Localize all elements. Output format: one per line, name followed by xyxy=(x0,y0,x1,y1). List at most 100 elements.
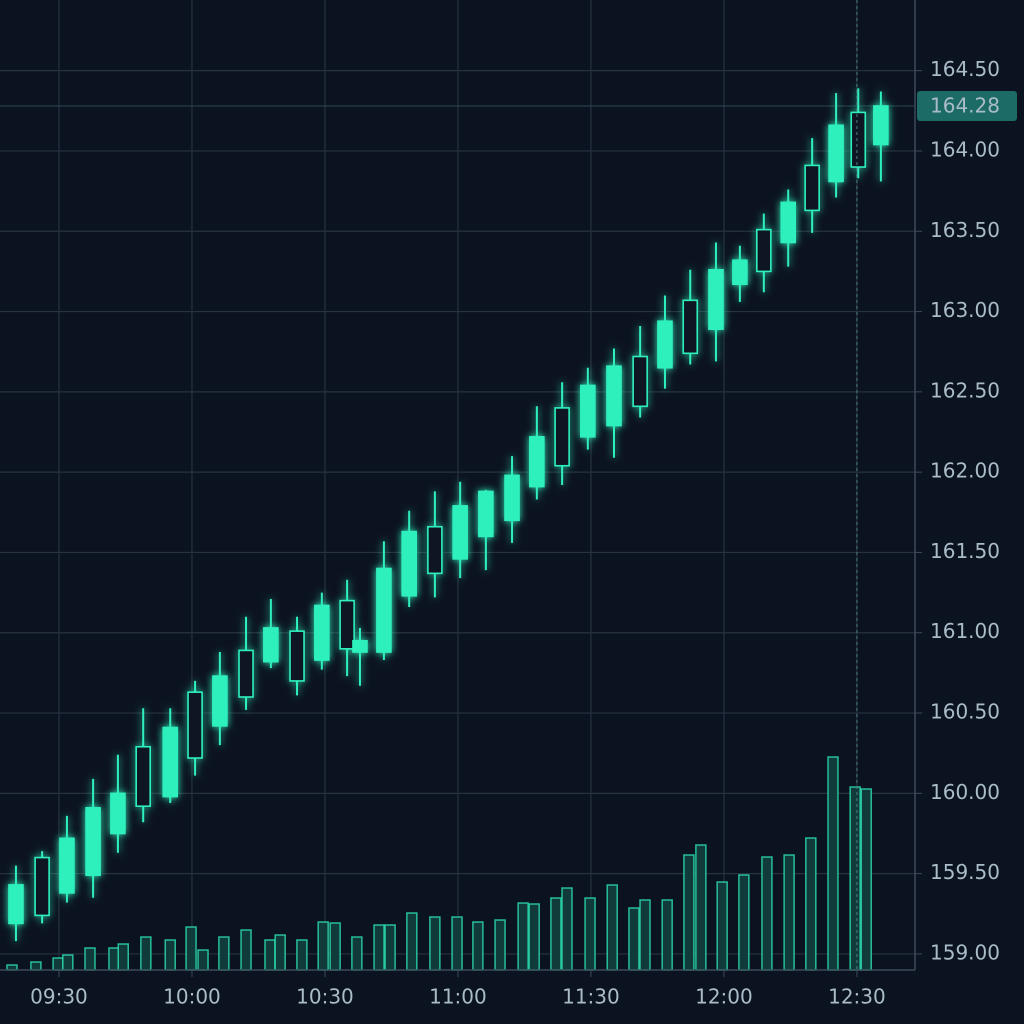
candle-body xyxy=(580,384,596,438)
volume-bar xyxy=(373,924,385,971)
volume-bar xyxy=(761,856,773,971)
candle-body xyxy=(657,320,673,369)
candle-body xyxy=(708,269,724,331)
candle-body xyxy=(8,884,24,925)
volume-bar xyxy=(140,936,152,971)
candle-body xyxy=(34,856,50,917)
volume-bar xyxy=(628,907,640,971)
candle-layer xyxy=(8,88,889,942)
candle-body xyxy=(401,530,417,597)
volume-bar xyxy=(30,961,42,971)
volume-bar xyxy=(218,936,230,971)
volume-bar xyxy=(185,926,197,971)
y-tick-label: 159.50 xyxy=(930,860,1000,884)
candle-body xyxy=(59,837,75,894)
candle-body xyxy=(756,228,772,273)
volume-bar xyxy=(472,921,484,971)
volume-bar xyxy=(584,897,596,971)
y-tick-label: 161.50 xyxy=(930,539,1000,563)
volume-bar xyxy=(517,902,529,971)
volume-bar xyxy=(606,884,618,971)
candle-body xyxy=(452,505,468,560)
candle-body xyxy=(504,474,520,522)
last-price-box xyxy=(917,90,1017,121)
candle-body xyxy=(238,649,254,698)
candle-body xyxy=(529,436,545,488)
x-tick-label: 11:30 xyxy=(562,985,620,1009)
volume-bar xyxy=(695,844,707,971)
volume-bar xyxy=(738,874,750,971)
volume-bar xyxy=(329,922,341,971)
x-tick-label: 10:30 xyxy=(296,985,354,1009)
candle-body xyxy=(187,691,203,759)
candle-body xyxy=(263,627,279,663)
volume-bar xyxy=(429,916,441,971)
y-tick-label: 164.00 xyxy=(930,137,1000,161)
volume-bar xyxy=(494,919,506,971)
y-tick-label: 161.00 xyxy=(930,619,1000,643)
volume-bar xyxy=(197,949,209,971)
volume-bar xyxy=(317,921,329,971)
candle-body xyxy=(732,259,748,286)
volume-bar xyxy=(639,899,651,971)
volume-bar xyxy=(406,912,418,971)
candle-body xyxy=(828,124,844,183)
y-tick-label: 160.00 xyxy=(930,780,1000,804)
candle-body xyxy=(682,299,699,355)
candle-body xyxy=(212,675,228,727)
volume-bar xyxy=(860,788,872,971)
y-tick-label: 164.50 xyxy=(930,57,1000,81)
y-tick-label: 163.50 xyxy=(930,218,1000,242)
y-tick-label: 162.00 xyxy=(930,459,1000,483)
volume-bar xyxy=(561,887,573,971)
x-tick-label: 12:00 xyxy=(695,985,753,1009)
volume-bar xyxy=(805,837,817,971)
volume-bar xyxy=(661,899,673,971)
candle-body xyxy=(780,201,797,244)
candle-body xyxy=(162,726,179,798)
volume-bar xyxy=(550,897,562,971)
x-tick-label: 09:30 xyxy=(30,985,88,1009)
candle-body xyxy=(804,164,820,212)
volume-bar xyxy=(108,947,120,971)
last-price-label: 164.28 xyxy=(930,93,1000,117)
volume-bar xyxy=(240,929,252,971)
volume-bar xyxy=(84,947,96,971)
volume-bar xyxy=(117,943,129,971)
volume-bar xyxy=(164,939,176,971)
volume-bar xyxy=(683,854,695,971)
volume-bar xyxy=(264,939,276,971)
volume-bar xyxy=(384,924,396,971)
volume-bar xyxy=(52,957,64,971)
candle-body xyxy=(606,365,622,427)
candle-body xyxy=(632,355,648,408)
y-tick-label: 159.00 xyxy=(930,940,1000,964)
x-tick-label: 10:00 xyxy=(163,985,221,1009)
y-tick-label: 160.50 xyxy=(930,700,1000,724)
volume-bar xyxy=(351,936,363,971)
candle-body xyxy=(478,490,494,538)
volume-bar xyxy=(296,939,308,971)
y-tick-label: 163.00 xyxy=(930,298,1000,322)
candle-body xyxy=(110,792,126,835)
candle-body xyxy=(873,105,889,146)
volume-bar xyxy=(827,756,839,971)
candle-body xyxy=(135,745,151,807)
candle-body xyxy=(352,639,368,653)
candle-body xyxy=(339,599,355,650)
candle-body xyxy=(850,111,867,168)
volume-bar xyxy=(451,916,463,971)
y-tick-label: 162.50 xyxy=(930,378,1000,402)
candle-body xyxy=(376,567,392,653)
candle-body xyxy=(85,806,101,877)
candle-body xyxy=(427,525,443,575)
volume-bar xyxy=(62,954,74,971)
volume-bar xyxy=(716,881,728,971)
axes: 159.00 159.50 160.00 160.50 161.00 161.50 162.… xyxy=(0,0,1017,1009)
x-tick-label: 12:30 xyxy=(828,985,886,1009)
candle-body xyxy=(289,630,305,682)
candle-body xyxy=(554,407,570,467)
volume-bar xyxy=(528,903,540,971)
candle-body xyxy=(314,604,330,661)
